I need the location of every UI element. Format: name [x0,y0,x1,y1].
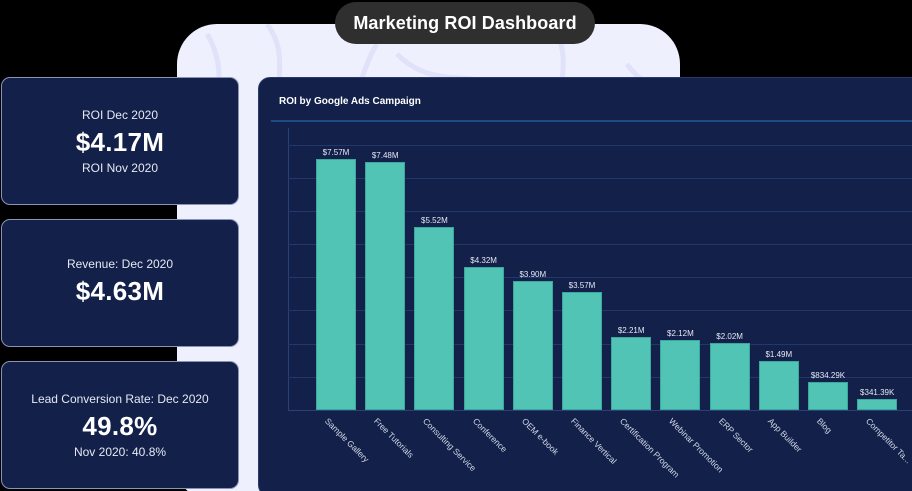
kpi-label: ROI Dec 2020 [81,107,159,122]
x-axis-label: OEM e-book [519,416,561,457]
bar-value-label: $3.57M [568,280,596,290]
gridline [288,144,912,146]
kpi-sub: ROI Nov 2020 [81,160,159,175]
bar-value-label: $3.90M [519,269,547,279]
bar-value-label: $7.48M [371,150,399,160]
dashboard-title: Marketing ROI Dashboard [335,2,595,44]
bar-chart-plot: $7.57M Sample Gallery $7.48M Free Tutorials… [288,128,912,480]
x-axis-label: Competitor Ta... [864,416,912,466]
kpi-card-lead-conversion: Lead Conversion Rate: Dec 2020 49.8% Nov… [1,361,239,489]
chart-divider [271,120,912,122]
gridline [288,244,912,246]
kpi-value: $4.63M [75,275,165,306]
bar-value-label: $2.21M [617,325,645,335]
bar[interactable] [808,382,848,410]
x-axis-label: Finance Vertical [568,416,619,466]
bar-value-label: $7.57M [322,147,350,157]
x-axis-label: Webinar Promotion [667,416,726,475]
x-axis-label: Sample Gallery [322,416,372,465]
x-axis-label: App Builder [765,416,804,455]
kpi-sub: Nov 2020: 40.8% [73,444,167,459]
gridline [288,177,912,179]
bar[interactable] [660,339,701,410]
kpi-label: Lead Conversion Rate: Dec 2020 [31,391,209,406]
bar-value-label: $2.02M [716,331,743,341]
bar-value-label: $341.39K [860,387,895,397]
bar[interactable] [611,336,652,410]
x-axis [288,410,912,411]
bar-value-label: $2.12M [667,328,694,338]
x-axis-label: Conference [470,416,509,455]
bar[interactable] [512,280,553,410]
x-axis-label: Free Tutorials [372,416,416,460]
kpi-label: Revenue: Dec 2020 [66,256,174,271]
bar[interactable] [365,161,406,410]
bar[interactable] [316,158,356,410]
bar[interactable] [463,266,504,410]
kpi-card-roi: ROI Dec 2020 $4.17M ROI Nov 2020 [1,77,239,205]
bar[interactable] [758,360,799,410]
kpi-value: 49.8% [82,410,158,441]
gridline [288,277,912,279]
bar[interactable] [414,226,455,410]
y-axis [288,128,289,411]
bar[interactable] [857,398,898,410]
roi-chart-card: ROI by Google Ads Campaign $7.57M Sample … [258,77,912,491]
bar[interactable] [562,291,602,410]
bar-value-label: $1.49M [765,349,793,359]
x-axis-label: Blog [814,416,835,436]
bar-value-label: $834.29K [810,371,846,381]
chart-title: ROI by Google Ads Campaign [279,96,421,107]
x-axis-label: Consulting Service [421,416,479,474]
kpi-card-revenue: Revenue: Dec 2020 $4.63M [1,219,239,347]
gridline [288,210,912,212]
bar-value-label: $4.32M [470,255,497,265]
x-axis-label: ERP Sector [716,416,755,455]
bar-value-label: $5.52M [421,215,448,225]
kpi-value: $4.17M [75,126,165,157]
bar[interactable] [709,342,750,410]
